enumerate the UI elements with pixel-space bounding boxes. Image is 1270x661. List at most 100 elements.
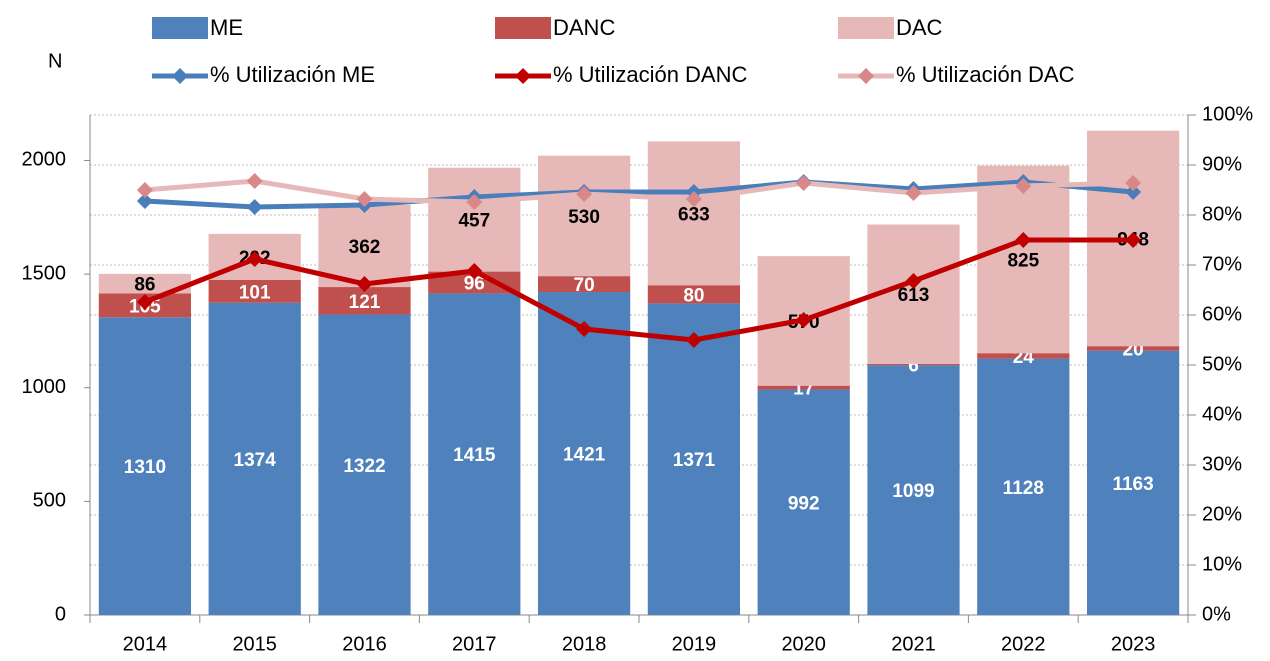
bar <box>647 141 741 286</box>
legend-label: % Utilización ME <box>210 62 375 87</box>
bar <box>537 276 631 293</box>
bar <box>537 292 631 615</box>
marker <box>356 191 373 207</box>
y-tick-label: 2000 <box>22 149 67 171</box>
marker <box>795 175 812 191</box>
legend-marker <box>515 68 531 84</box>
marker <box>685 191 702 207</box>
marker <box>466 194 483 210</box>
marker <box>1125 175 1142 191</box>
y2-tick-label: 60% <box>1202 303 1242 325</box>
data-label: 70 <box>574 275 595 296</box>
x-tick-label: 2016 <box>342 633 387 655</box>
bar <box>1086 346 1180 351</box>
bar <box>428 167 521 272</box>
data-label: 1421 <box>563 445 606 466</box>
bar <box>977 358 1070 615</box>
x-tick-label: 2020 <box>781 633 826 655</box>
data-label: 1310 <box>124 457 166 478</box>
bar <box>977 165 1070 354</box>
y2-tick-label: 30% <box>1202 453 1242 475</box>
marker <box>136 193 153 209</box>
bar <box>537 155 631 277</box>
marker <box>136 294 153 310</box>
marker <box>246 173 263 189</box>
marker <box>246 251 263 267</box>
y2-tick-label: 80% <box>1202 203 1242 225</box>
bar <box>647 303 741 615</box>
marker <box>1125 184 1142 200</box>
line <box>143 237 1134 343</box>
marker <box>356 276 373 292</box>
marker <box>685 332 702 348</box>
marker <box>905 273 922 289</box>
line <box>144 179 1134 210</box>
y-tick-label: 0 <box>55 603 66 625</box>
data-label: 362 <box>349 237 381 258</box>
bar <box>867 365 960 615</box>
bar <box>208 279 301 303</box>
bar <box>428 293 521 615</box>
marker <box>576 186 593 202</box>
data-label: 1128 <box>1003 478 1044 499</box>
bar <box>428 271 521 294</box>
data-label: 1099 <box>892 481 934 502</box>
bar <box>867 363 960 366</box>
data-label: 1374 <box>234 450 277 471</box>
x-tick-label: 2023 <box>1111 633 1156 655</box>
legend-label: DANC <box>553 15 615 40</box>
marker <box>1015 232 1032 248</box>
legend-marker <box>172 68 188 84</box>
data-label: 1371 <box>673 450 716 471</box>
marker <box>1015 178 1032 194</box>
marker <box>136 182 153 198</box>
y2-tick-label: 90% <box>1202 153 1242 175</box>
y-tick-label: 1500 <box>22 262 67 284</box>
data-label: 530 <box>568 207 600 228</box>
data-label: 80 <box>683 285 704 306</box>
marker <box>795 312 812 328</box>
legend-swatch <box>495 17 551 39</box>
y-tick-label: 500 <box>33 490 66 512</box>
bar <box>647 285 741 304</box>
x-tick-label: 2019 <box>672 633 717 655</box>
marker <box>1125 232 1142 248</box>
bar <box>318 204 411 288</box>
bar <box>1086 350 1180 615</box>
marker <box>466 263 483 279</box>
bar <box>757 389 850 615</box>
data-label: 633 <box>678 204 710 225</box>
data-label: 825 <box>1007 250 1039 271</box>
bar <box>208 302 301 615</box>
data-label: 6 <box>908 356 919 377</box>
data-label: 96 <box>464 274 485 295</box>
data-label: 992 <box>788 493 820 514</box>
marker <box>576 321 593 337</box>
x-tick-label: 2017 <box>452 633 497 655</box>
y2-tick-label: 20% <box>1202 503 1242 525</box>
data-label: 457 <box>458 211 490 232</box>
marker <box>905 185 922 201</box>
x-tick-label: 2021 <box>891 633 936 655</box>
y2-tick-label: 50% <box>1202 353 1242 375</box>
bar <box>98 317 192 615</box>
bar <box>98 273 192 294</box>
y-tick-label: 1000 <box>22 376 67 398</box>
y2-tick-label: 0% <box>1202 603 1231 625</box>
marker <box>246 199 263 215</box>
y-axis-label: N <box>48 50 62 72</box>
legend-label: ME <box>210 15 243 40</box>
line <box>144 178 1134 205</box>
bar <box>977 353 1070 359</box>
legend-label: DAC <box>896 15 943 40</box>
bar <box>318 314 411 615</box>
legend-swatch <box>838 17 894 39</box>
x-tick-label: 2022 <box>1001 633 1046 655</box>
data-label: 86 <box>134 275 155 296</box>
legend-label: % Utilización DAC <box>896 62 1075 87</box>
x-tick-label: 2018 <box>562 633 607 655</box>
y2-tick-label: 10% <box>1202 553 1242 575</box>
data-label: 1163 <box>1112 474 1153 495</box>
legend-swatch <box>152 17 208 39</box>
